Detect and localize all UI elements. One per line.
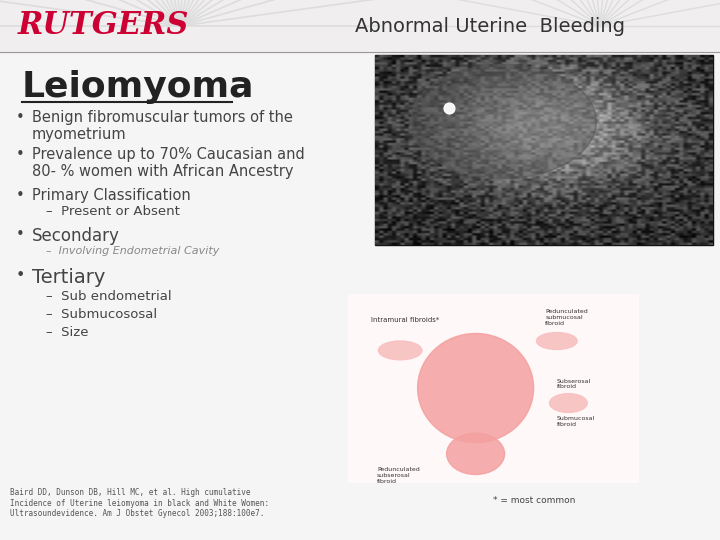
Ellipse shape — [418, 334, 534, 442]
Ellipse shape — [410, 64, 596, 179]
Text: Pedunculated
submucosal
fibroid: Pedunculated submucosal fibroid — [545, 309, 588, 326]
Ellipse shape — [446, 433, 505, 475]
Text: •: • — [16, 188, 24, 203]
Text: –  Sub endometrial: – Sub endometrial — [46, 290, 171, 303]
Text: –  Involving Endometrial Cavity: – Involving Endometrial Cavity — [46, 246, 220, 256]
Text: –  Present or Absent: – Present or Absent — [46, 205, 180, 218]
Text: Secondary: Secondary — [32, 227, 120, 245]
Text: Tertiary: Tertiary — [32, 268, 105, 287]
Bar — [348, 294, 638, 482]
Text: Leiomyoma: Leiomyoma — [22, 70, 254, 104]
Text: Intramural fibroids*: Intramural fibroids* — [372, 316, 439, 322]
Text: •: • — [16, 268, 25, 283]
Text: Benign fibromuscular tumors of the
myometrium: Benign fibromuscular tumors of the myome… — [32, 110, 293, 143]
Text: RUTGERS: RUTGERS — [18, 10, 189, 42]
Text: Primary Classification: Primary Classification — [32, 188, 191, 203]
Text: Subserosal
fibroid: Subserosal fibroid — [557, 379, 591, 389]
Ellipse shape — [379, 341, 422, 360]
Text: Pedunculated
subserosal
fibroid: Pedunculated subserosal fibroid — [377, 467, 420, 483]
Text: •: • — [16, 110, 24, 125]
Text: –  Size: – Size — [46, 326, 89, 339]
Ellipse shape — [536, 333, 577, 349]
Text: * = most common: * = most common — [493, 496, 575, 505]
Point — [444, 104, 455, 112]
Text: Baird DD, Dunson DB, Hill MC, et al. High cumulative
Incidence of Uterine leiomy: Baird DD, Dunson DB, Hill MC, et al. Hig… — [10, 488, 269, 518]
Ellipse shape — [549, 394, 588, 413]
Bar — [0, 0, 720, 52]
Text: •: • — [16, 227, 24, 242]
Bar — [375, 55, 713, 245]
Text: Prevalence up to 70% Caucasian and
80- % women with African Ancestry: Prevalence up to 70% Caucasian and 80- %… — [32, 147, 305, 179]
Text: •: • — [16, 147, 24, 162]
Text: Abnormal Uterine  Bleeding: Abnormal Uterine Bleeding — [355, 17, 625, 36]
Text: Submucosal
fibroid: Submucosal fibroid — [557, 416, 595, 427]
Text: –  Submucososal: – Submucososal — [46, 308, 157, 321]
